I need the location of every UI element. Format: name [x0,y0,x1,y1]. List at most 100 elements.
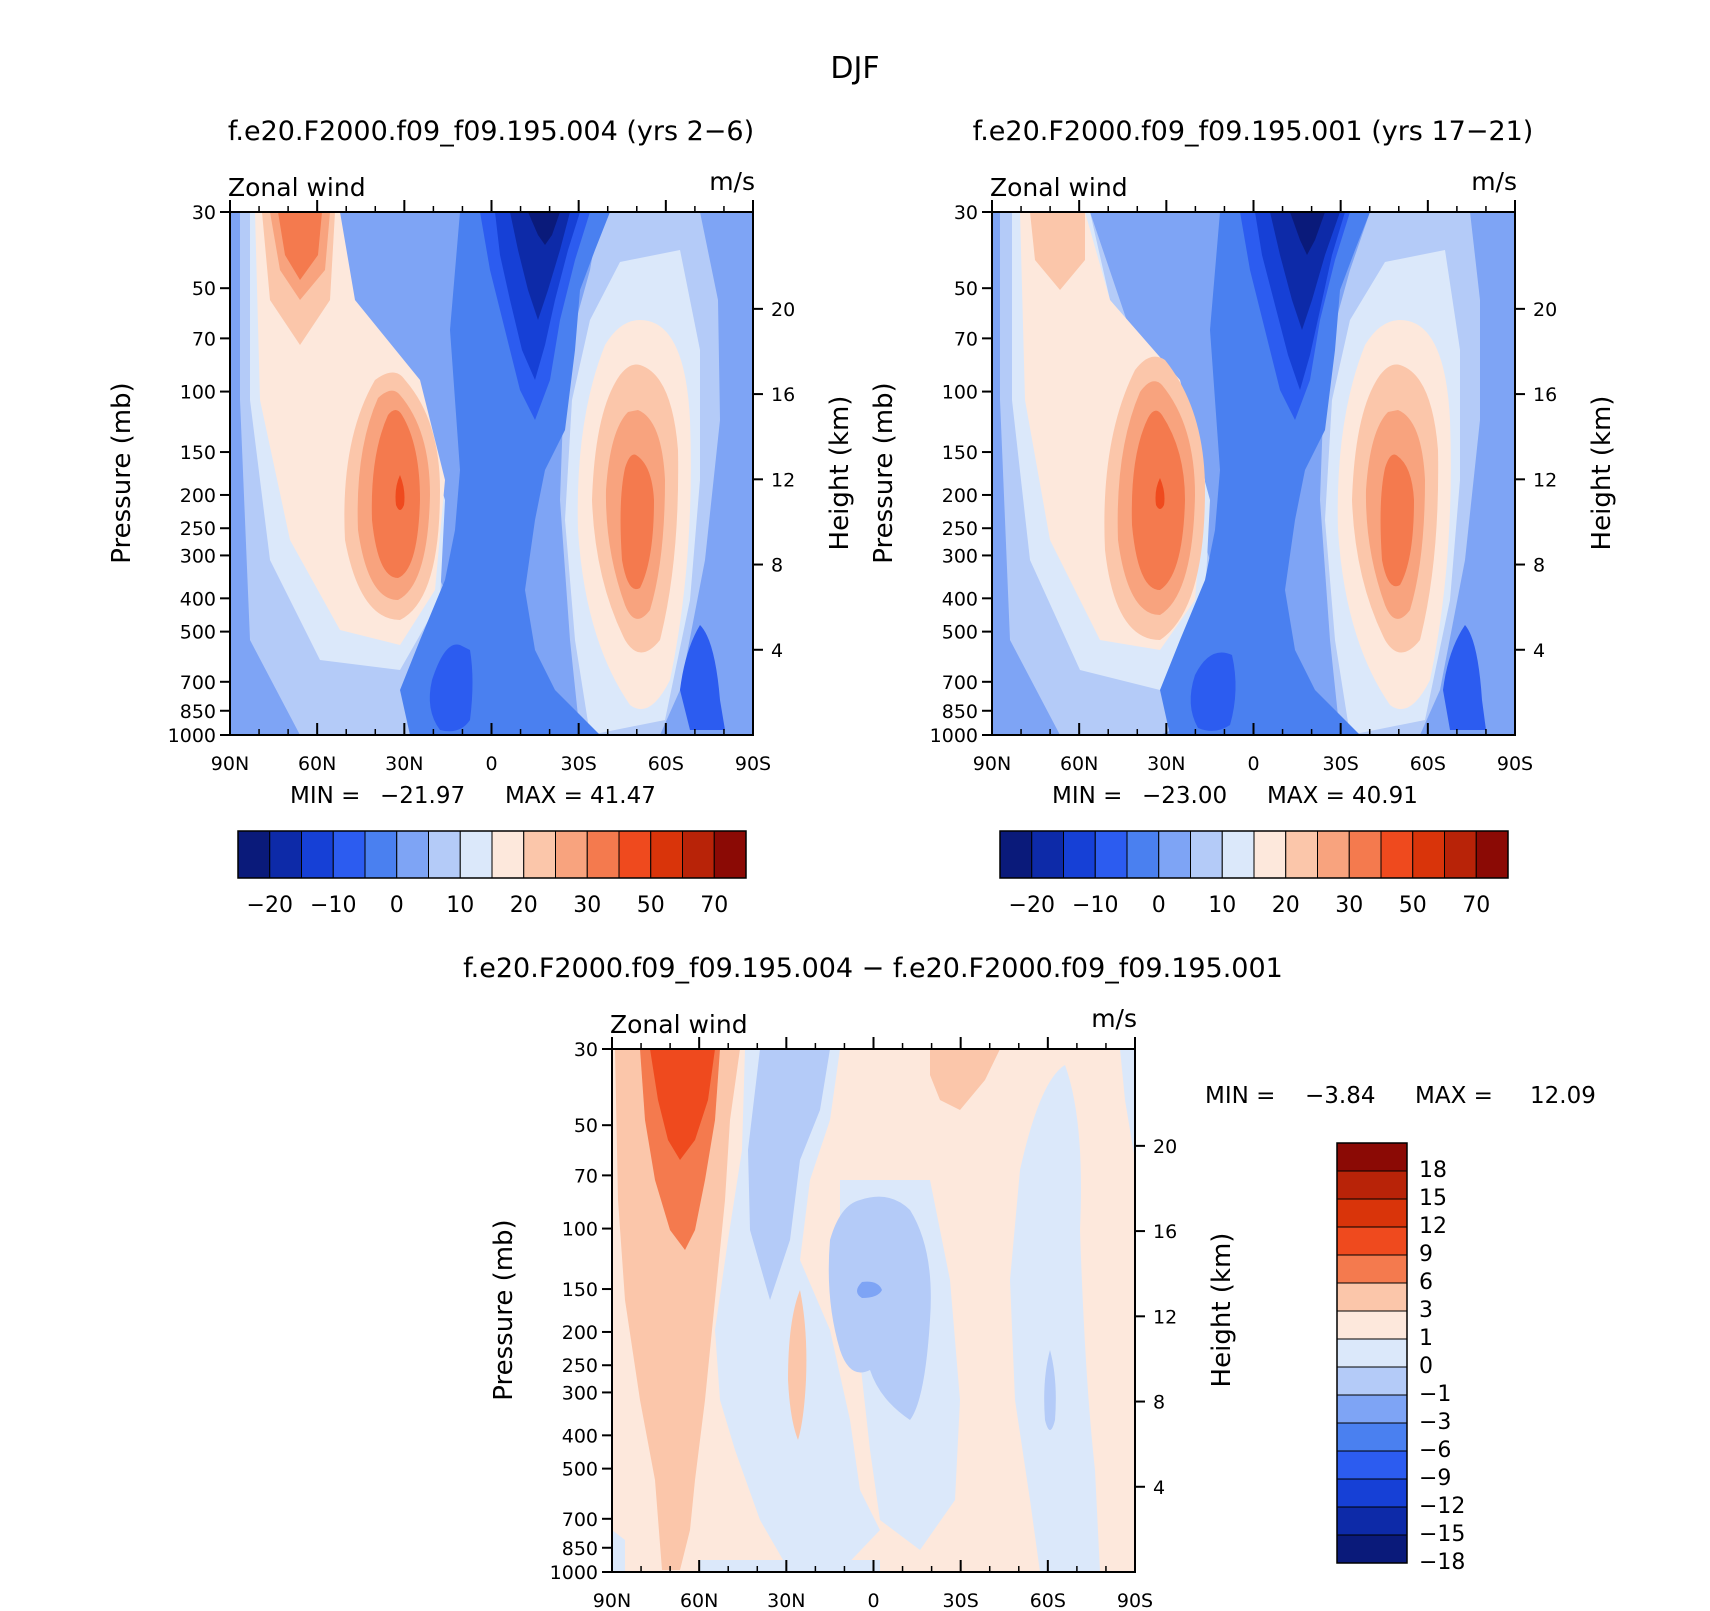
x-tick-label: 30N [385,753,423,775]
x-tick-label: 60N [680,1590,718,1611]
y-axis-right-label: Height (km) [825,396,855,551]
colorbar-swatch [364,830,398,879]
colorbar-swatch [1317,830,1350,879]
contour-blue-light [1044,1350,1056,1430]
y-tick-label: 200 [942,485,978,507]
colorbar-label: −15 [1419,1522,1465,1547]
panel-control-run: f.e20.F2000.f09_f09.195.004 (yrs 2−6) Zo… [107,116,855,918]
colorbar-label: 50 [1399,893,1427,918]
y-tick-label: 850 [942,701,978,723]
colorbar-label: 70 [700,893,728,918]
colorbar-label: −3 [1419,1410,1451,1435]
contour-blue-light [748,1049,830,1300]
y-tick-label: 200 [562,1322,598,1344]
colorbar-swatch [1336,1310,1408,1340]
y-tick-label: 400 [942,588,978,610]
units-label: m/s [1091,1004,1137,1033]
colorbar-frame [999,830,1509,879]
colorbar-swatch [650,830,683,879]
stat-max-value: 40.91 [1352,783,1418,809]
contour-blue [680,625,725,730]
contour-navy [1290,212,1325,255]
x-tick-label: 30S [1323,753,1359,775]
y-tick-label: 100 [942,382,978,404]
colorbar-label: −1 [1419,1382,1451,1407]
y-tick-label: 50 [574,1115,598,1137]
y-right-tick-label: 16 [1153,1221,1177,1243]
colorbar-swatch [1094,830,1128,879]
colorbar-label: 20 [510,893,538,918]
y-right-tick-label: 16 [1533,384,1557,406]
y-tick-label: 500 [180,622,216,644]
x-tick-label: 90S [1117,1590,1153,1611]
axis-ticks: 90N 60N 30N 0 30S 60S 90S 30 50 70 100 150 200 250 300… [550,1037,1177,1611]
y-tick-label: 250 [942,518,978,540]
x-tick-label: 90S [1497,753,1533,775]
colorbar-label: 9 [1419,1242,1433,1267]
colorbar-swatch [1336,1254,1408,1284]
colorbar-label: 3 [1419,1298,1433,1323]
y-right-tick-label: 4 [1153,1477,1165,1499]
y-tick-label: 1000 [930,725,978,747]
colorbar: −20 −10 0 10 20 30 50 70 [237,830,747,918]
stat-max-label: MAX = [1267,783,1345,809]
colorbar-label: 12 [1419,1214,1447,1239]
y-tick-label: 50 [192,278,216,300]
x-tick-label: 90N [593,1590,631,1611]
y-right-tick-label: 20 [1533,299,1557,321]
colorbar-swatch [1348,830,1382,879]
contour-blue-light [828,1196,931,1420]
colorbar-label: −6 [1419,1438,1451,1463]
contour-blue-darker [1270,212,1340,330]
colorbar-swatch [1475,830,1509,879]
y-right-tick-label: 12 [771,469,795,491]
y-tick-label: 30 [574,1039,598,1061]
y-tick-label: 30 [192,202,216,224]
contour-orange-light [615,1049,740,1570]
units-label: m/s [709,167,755,196]
colorbar-swatch [1336,1198,1408,1228]
contour-orange [1380,454,1414,587]
y-tick-label: 1000 [168,725,216,747]
contour-blue-med [1160,212,1370,735]
colorbar-swatch [1190,830,1223,879]
axis-ticks: 90N 60N 30N 0 30S 60S 90S 30 50 70 100 150 200 250 300… [168,200,795,775]
y-right-tick-label: 8 [1533,555,1545,577]
colorbar-swatch [1336,1282,1408,1312]
colorbar: −20 −10 0 10 20 30 50 70 [999,830,1509,918]
colorbar-swatch [1336,1394,1408,1424]
y-right-tick-label: 8 [1153,1392,1165,1414]
colorbar-swatch [1253,830,1287,879]
panel-difference: f.e20.F2000.f09_f09.195.004 − f.e20.F200… [463,953,1596,1611]
panel-title: f.e20.F2000.f09_f09.195.004 − f.e20.F200… [463,953,1283,984]
y-tick-label: 850 [562,1538,598,1560]
colorbar-swatch [1336,1226,1408,1256]
y-tick-label: 400 [180,588,216,610]
y-right-tick-label: 12 [1533,469,1557,491]
y-axis-label: Pressure (mb) [489,1219,519,1400]
colorbar-swatch [1063,830,1096,879]
y-axis-label: Pressure (mb) [869,382,899,563]
x-tick-label: 90N [211,753,249,775]
contour-red-core [1155,478,1165,509]
y-axis-label: Pressure (mb) [107,382,137,563]
units-label: m/s [1471,167,1517,196]
stat-max-label: MAX = [1415,1083,1493,1109]
x-tick-label: 60S [1410,753,1446,775]
colorbar-label: −20 [1009,893,1055,918]
panel-title: f.e20.F2000.f09_f09.195.001 (yrs 17−21) [973,116,1534,147]
colorbar-label: 20 [1272,893,1300,918]
colorbar-frame [1336,1142,1408,1564]
y-right-tick-label: 20 [1153,1136,1177,1158]
y-tick-label: 70 [954,328,978,350]
y-tick-label: 30 [954,202,978,224]
colorbar-swatch [332,830,366,879]
y-tick-label: 70 [192,328,216,350]
colorbar-swatch [555,830,588,879]
colorbar-label: 6 [1419,1270,1433,1295]
colorbar-swatch [428,830,461,879]
y-tick-label: 200 [180,485,216,507]
colorbar-label: 0 [1152,893,1166,918]
y-axis-right-label: Height (km) [1587,396,1617,551]
y-axis-right-label: Height (km) [1207,1233,1237,1388]
